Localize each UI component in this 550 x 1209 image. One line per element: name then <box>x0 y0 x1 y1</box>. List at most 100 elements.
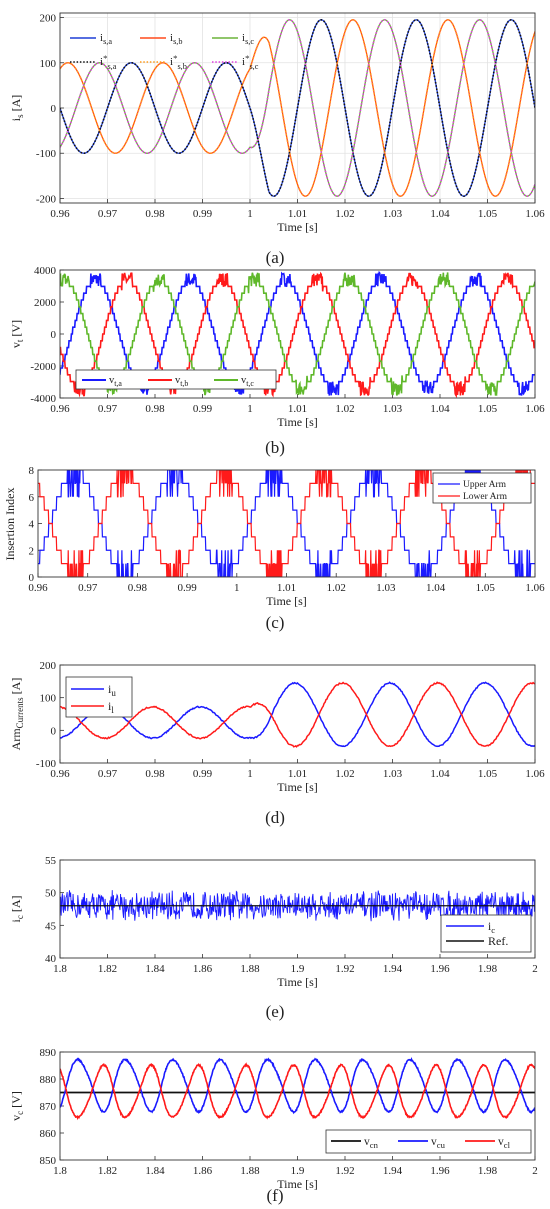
x-axis-label: Time [s] <box>277 1177 318 1191</box>
x-tick-label: 1 <box>234 582 240 594</box>
y-axis-label-text: vt [V] <box>9 320 25 348</box>
y-tick-label: 870 <box>40 1101 57 1113</box>
series-line-3 <box>60 1062 535 1121</box>
x-tick-label: 1.01 <box>288 403 307 415</box>
legend-label: Lower Arm <box>463 492 508 502</box>
label-main: i <box>170 32 173 44</box>
label-sub: s,b <box>177 62 186 71</box>
label-main: i <box>242 56 245 68</box>
label-unit: [V] <box>9 320 23 340</box>
chart-panel-f: 1.8 1.82 1.84 1.86 1.88 1.9 1.92 1.94 1.96 1.98 2 8… <box>9 1047 538 1191</box>
x-tick-label: 1.04 <box>430 768 450 780</box>
series-line-2 <box>60 1056 535 1115</box>
label-sub: c <box>491 925 495 935</box>
x-tick-label: 1.03 <box>383 208 403 220</box>
y-axis-label-text: is [A] <box>9 95 25 122</box>
y-axis-label-text: vc [V] <box>9 1091 25 1121</box>
x-tick-label: 0.97 <box>78 582 98 594</box>
y-tick-label: 4000 <box>34 265 57 277</box>
caption-f: (f) <box>267 1186 284 1205</box>
y-axis-label: ArmCurrents [A] <box>9 678 25 751</box>
legend: is,a is,b is,ci*s,a i*s,b i*s,c <box>70 32 259 71</box>
x-tick-label: 1.04 <box>426 582 446 594</box>
legend: vcn vcu vcl <box>325 1129 532 1154</box>
x-tick-label: 0.96 <box>50 403 70 415</box>
label-sub: t,c <box>246 379 254 388</box>
x-tick-label: 0.96 <box>50 768 70 780</box>
label-main: v <box>431 1136 437 1148</box>
y-tick-label: 0 <box>29 572 35 584</box>
legend-label: is,a <box>100 32 112 46</box>
legend-label: vcn <box>364 1136 379 1150</box>
label-main: i <box>9 117 23 121</box>
label-sub: t <box>15 339 25 342</box>
x-tick-label: 1.9 <box>291 1165 305 1177</box>
legend-label: is,c <box>242 32 254 46</box>
y-tick-label: 0 <box>51 103 57 115</box>
legend-label: i*s,b <box>170 53 187 71</box>
x-tick-label: 1.05 <box>478 208 498 220</box>
y-axis-label-text: Insertion Index <box>3 488 17 561</box>
x-tick-label: 0.96 <box>50 208 70 220</box>
x-tick-label: 0.99 <box>193 403 213 415</box>
legend-box <box>75 369 277 390</box>
x-tick-label: 1.84 <box>145 1165 165 1177</box>
series-line-4 <box>60 18 535 198</box>
axes-frame <box>37 469 536 578</box>
legend-label: Ref. <box>488 934 508 948</box>
y-axis-label: ic [A] <box>9 895 25 922</box>
legend: vt,a vt,b vt,c <box>75 369 277 390</box>
legend-label: vt,b <box>175 375 188 388</box>
x-tick-label: 1.06 <box>525 582 545 594</box>
x-tick-label: 1.82 <box>98 963 117 975</box>
label-sup: * <box>103 53 107 63</box>
label-sub: c <box>15 1111 25 1115</box>
y-axis-label-text: ArmCurrents [A] <box>9 678 25 751</box>
y-tick-label: 2 <box>29 545 35 557</box>
y-tick-label: 850 <box>40 1155 57 1167</box>
x-tick-label: 1.02 <box>335 208 354 220</box>
x-tick-label: 1.05 <box>478 768 498 780</box>
y-tick-label: 860 <box>40 1128 57 1140</box>
x-tick-label: 0.98 <box>145 208 165 220</box>
legend-box <box>432 472 532 504</box>
label-main: i <box>242 32 245 44</box>
x-tick-label: 1.8 <box>53 1165 67 1177</box>
series-line-5 <box>60 19 535 197</box>
legend-label: is,b <box>170 32 182 46</box>
series-group <box>38 470 535 577</box>
x-tick-label: 1.88 <box>240 1165 260 1177</box>
x-tick-label: 1.04 <box>430 208 450 220</box>
label-sub: cl <box>504 1140 511 1150</box>
label-main: i <box>100 56 103 68</box>
x-tick-label: 1.86 <box>193 963 213 975</box>
x-tick-label: 1.02 <box>335 403 354 415</box>
axes-frame <box>59 12 536 204</box>
x-tick-label: 1.05 <box>478 403 498 415</box>
x-tick-label: 0.99 <box>193 208 213 220</box>
axes-frame <box>59 1051 536 1161</box>
label-main: i <box>488 921 491 933</box>
y-tick-label: -2000 <box>30 361 56 373</box>
x-tick-label: 1.96 <box>430 1165 450 1177</box>
x-axis-label: Time [s] <box>277 415 318 429</box>
caption-a: (a) <box>266 248 285 267</box>
y-axis-label: vt [V] <box>9 320 25 348</box>
caption-b: (b) <box>265 438 285 457</box>
y-tick-label: 6 <box>29 492 35 504</box>
chart-panel-e: 1.8 1.82 1.84 1.86 1.88 1.9 1.92 1.94 1.96 1.98 2 4… <box>9 855 538 989</box>
x-tick-label: 1.01 <box>288 208 307 220</box>
label-sub: s,c <box>249 62 258 71</box>
y-tick-label: -4000 <box>30 393 56 405</box>
label-main: Arm <box>9 728 23 751</box>
label-sub: Currents <box>15 697 25 728</box>
legend-label: i*s,c <box>242 53 259 71</box>
series-line-1 <box>38 470 535 577</box>
label-unit: [A] <box>9 95 23 115</box>
x-tick-label: 0.98 <box>145 403 165 415</box>
y-tick-label: 40 <box>45 953 57 965</box>
x-tick-label: 2 <box>532 1165 538 1177</box>
series-group <box>60 18 535 198</box>
legend-label: Upper Arm <box>463 480 507 490</box>
